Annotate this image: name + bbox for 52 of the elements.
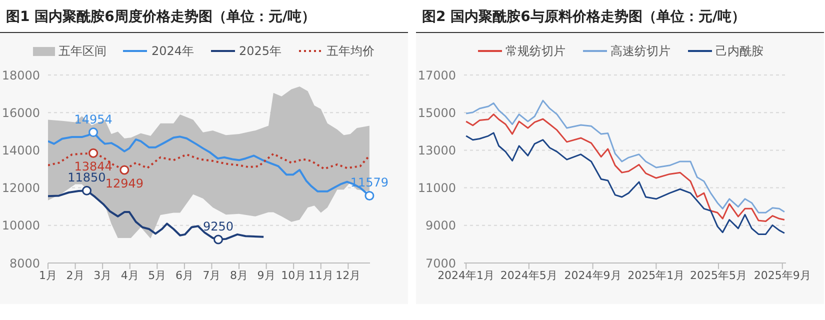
annotation: 14954 xyxy=(74,112,112,126)
x-tick-label: 1月 xyxy=(39,268,57,282)
y-tick-label: 9000 xyxy=(425,218,456,233)
y-tick-label: 15000 xyxy=(418,106,456,120)
line-series xyxy=(465,100,786,214)
line-series xyxy=(465,132,786,235)
y-tick-label: 8000 xyxy=(9,256,40,270)
y-tick-label: 11000 xyxy=(418,181,456,196)
chart-title: 图1 国内聚酰胺6周度价格走势图（单位：元/吨） xyxy=(0,0,408,33)
x-tick-label: 2025年1月 xyxy=(628,268,685,282)
x-tick-label: 8月 xyxy=(230,268,248,282)
y-tick-label: 14000 xyxy=(2,143,40,158)
y-tick-label: 12000 xyxy=(2,181,40,196)
legend-label: 己内酰胺 xyxy=(716,42,764,60)
y-tick-label: 13000 xyxy=(418,143,456,158)
legend-label: 高速纺切片 xyxy=(610,42,670,60)
y-tick-label: 7000 xyxy=(425,256,456,270)
x-tick-label: 7月 xyxy=(202,268,221,282)
x-tick-label: 2024年9月 xyxy=(564,268,622,282)
chart-title: 图2 国内聚酰胺6与原料价格走势图（单位：元/吨） xyxy=(416,0,824,33)
x-tick-label: 6月 xyxy=(175,268,194,282)
point xyxy=(88,148,98,158)
y-tick-label: 18000 xyxy=(2,68,40,82)
x-tick-label: 2024年1月 xyxy=(438,268,495,282)
x-tick-label: 10月 xyxy=(281,268,306,282)
legend-label: 2024年 xyxy=(151,42,194,60)
x-tick-label: 9月 xyxy=(257,268,276,282)
point xyxy=(120,165,130,175)
x-tick-label: 5月 xyxy=(148,268,166,282)
legend-label: 常规纺切片 xyxy=(506,42,566,60)
x-tick-label: 2月 xyxy=(66,268,84,282)
y-tick-label: 10000 xyxy=(2,218,40,233)
point xyxy=(364,190,374,200)
x-tick-label: 12月 xyxy=(336,268,361,282)
x-tick-label: 2024年5月 xyxy=(500,268,558,282)
y-tick-label: 17000 xyxy=(418,68,456,82)
x-tick-label: 11月 xyxy=(308,268,334,282)
legend-label: 五年均价 xyxy=(326,42,375,60)
point xyxy=(88,128,98,138)
x-tick-label: 2025年5月 xyxy=(690,268,747,282)
point xyxy=(214,234,224,244)
point xyxy=(82,186,92,196)
x-tick-label: 2025年9月 xyxy=(754,268,811,282)
annotation: 12949 xyxy=(105,176,144,190)
x-tick-label: 3月 xyxy=(94,268,112,282)
legend-label: 五年区间 xyxy=(58,42,106,60)
legend-label: 2025年 xyxy=(239,42,282,60)
annotation: 9250 xyxy=(203,220,234,234)
y-tick-label: 16000 xyxy=(2,106,40,120)
line-series xyxy=(465,114,786,222)
annotation: 11579 xyxy=(350,176,389,190)
x-tick-label: 4月 xyxy=(120,268,139,282)
